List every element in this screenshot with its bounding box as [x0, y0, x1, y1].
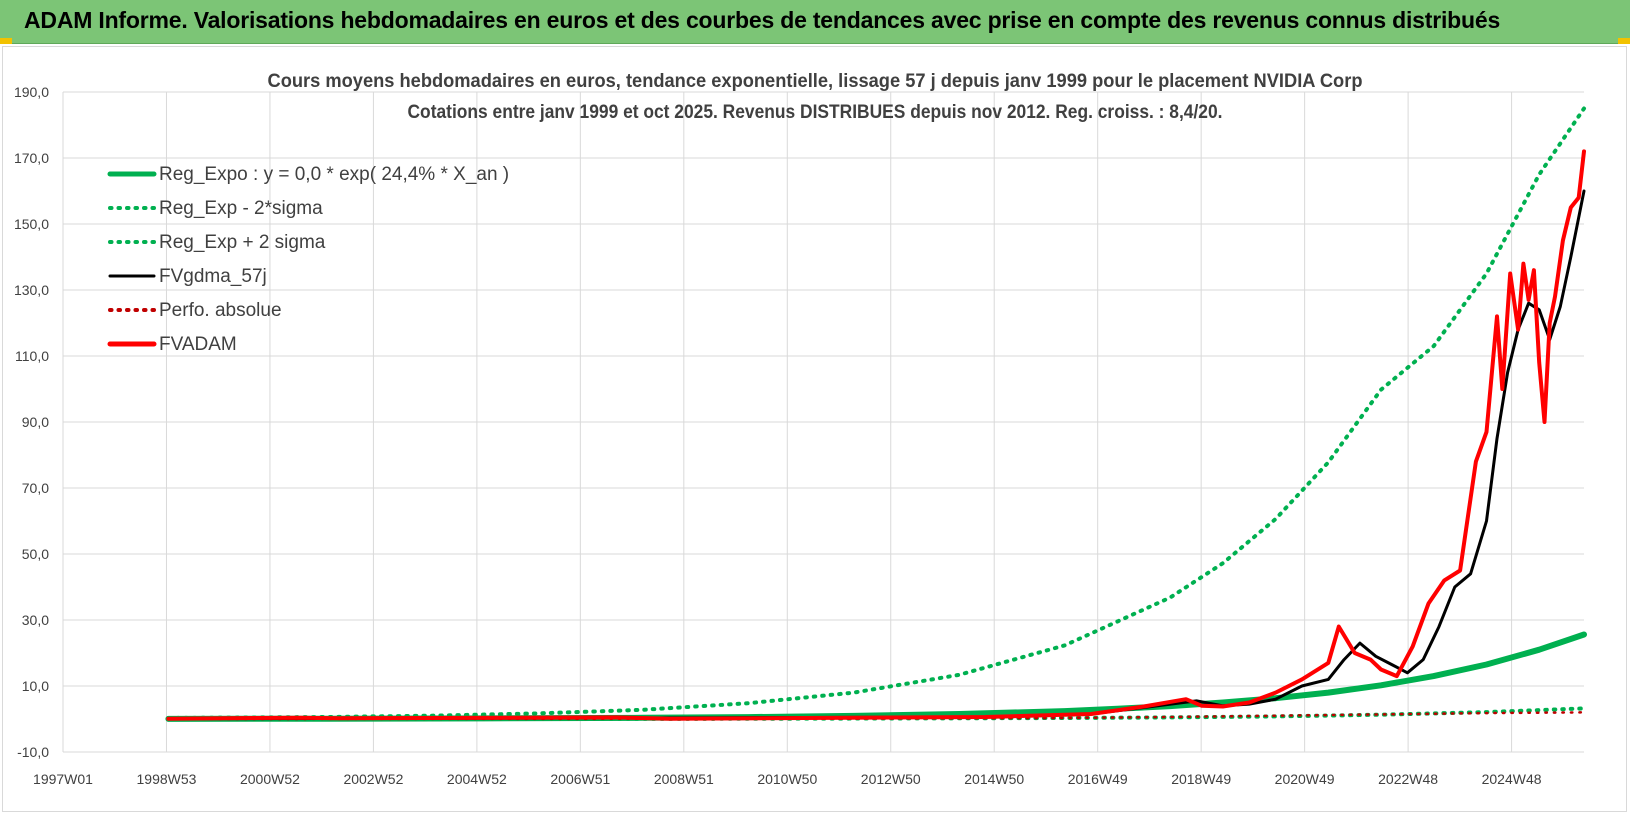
report-title: ADAM Informe. Valorisations hebdomadaire…: [24, 7, 1501, 33]
series-line-0: [165, 631, 1587, 722]
y-axis-ticks: -10,0 10,0 30,0 50,0 70,0 90,0 110,0 130,0 150,0…: [14, 84, 49, 760]
chart-title-line2: Cotations entre janv 1999 et oct 2025. R…: [408, 102, 1223, 123]
series-line-3: [166, 189, 1586, 721]
x-tick-label: 2006W51: [550, 771, 610, 787]
report-banner: ADAM Informe. Valorisations hebdomadaire…: [0, 0, 1630, 44]
y-tick-label: 70,0: [22, 480, 49, 496]
x-tick-label: 2008W51: [654, 771, 714, 787]
x-tick-label: 2020W49: [1275, 771, 1335, 787]
y-tick-label: 10,0: [22, 678, 49, 694]
legend: Reg_Expo : y = 0,0 * exp( 24,4% * X_an )…: [107, 164, 509, 355]
chart-title-line1: Cours moyens hebdomadaires en euros, ten…: [268, 71, 1363, 92]
legend-entry-label: Perfo. absolue: [159, 300, 282, 321]
gridlines: [62, 91, 1584, 753]
corner-mark-left: [0, 38, 12, 44]
legend-entry-label: Reg_Exp - 2*sigma: [159, 198, 323, 219]
x-tick-label: 2004W52: [447, 771, 507, 787]
x-tick-label: 2010W50: [757, 771, 817, 787]
y-tick-label: -10,0: [17, 744, 49, 760]
x-tick-label: 2012W50: [861, 771, 921, 787]
x-axis-ticks: 1997W01 1998W53 2000W52 2002W52 2004W52 2006W…: [33, 771, 1542, 787]
y-tick-label: 190,0: [14, 84, 49, 100]
legend-entry-label: FVgdma_57j: [159, 266, 267, 287]
series-lines: [165, 106, 1587, 722]
legend-entry-label: Reg_Expo : y = 0,0 * exp( 24,4% * X_an ): [159, 164, 509, 185]
x-tick-label: 2000W52: [240, 771, 300, 787]
x-tick-label: 2024W48: [1482, 771, 1542, 787]
y-tick-label: 150,0: [14, 216, 49, 232]
series-line-4: [167, 711, 1586, 721]
series-line-5: [166, 149, 1586, 721]
y-tick-label: 50,0: [22, 546, 49, 562]
legend-entry-label: Reg_Exp + 2 sigma: [159, 232, 326, 253]
x-tick-label: 1997W01: [33, 771, 93, 787]
x-tick-label: 2016W49: [1068, 771, 1128, 787]
x-tick-label: 2018W49: [1171, 771, 1231, 787]
chart-frame: [2, 46, 1627, 812]
y-tick-label: 130,0: [14, 282, 49, 298]
y-tick-label: 90,0: [22, 414, 49, 430]
series-line-2: [166, 106, 1586, 720]
y-tick-label: 110,0: [15, 348, 49, 364]
x-tick-label: 2022W48: [1378, 771, 1438, 787]
y-tick-label: 30,0: [22, 612, 49, 628]
x-tick-label: 1998W53: [137, 771, 197, 787]
y-tick-label: 170,0: [14, 150, 49, 166]
x-tick-label: 2002W52: [343, 771, 403, 787]
corner-mark-right: [1618, 38, 1630, 44]
x-tick-label: 2014W50: [964, 771, 1024, 787]
legend-entry-label: FVADAM: [159, 334, 237, 355]
